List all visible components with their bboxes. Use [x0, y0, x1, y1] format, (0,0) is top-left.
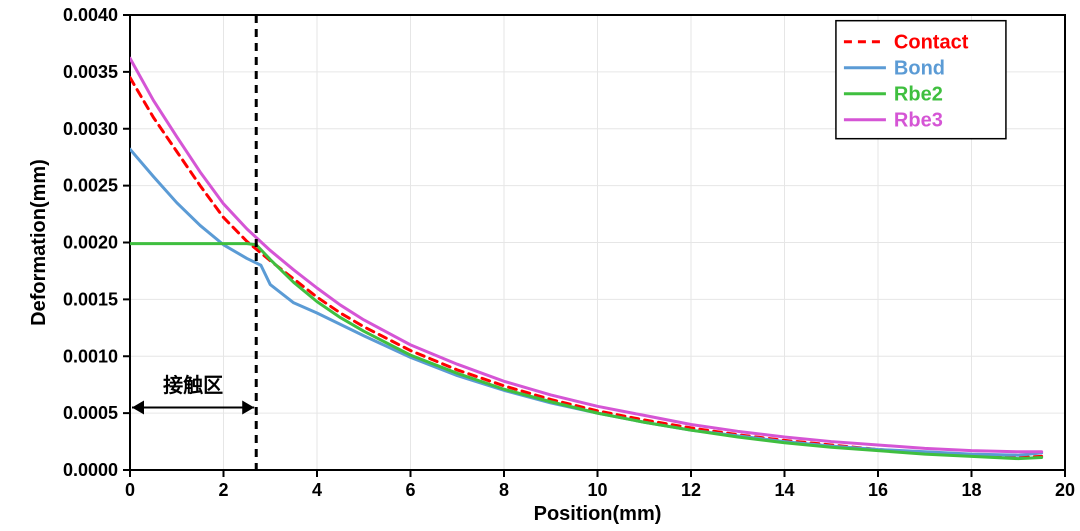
x-tick-label: 18: [961, 480, 981, 500]
y-tick-label: 0.0015: [63, 289, 118, 309]
y-tick-label: 0.0000: [63, 460, 118, 480]
y-tick-label: 0.0030: [63, 119, 118, 139]
y-tick-label: 0.0005: [63, 403, 118, 423]
x-tick-label: 2: [218, 480, 228, 500]
legend-label-rbe2: Rbe2: [894, 84, 943, 106]
x-tick-label: 8: [499, 480, 509, 500]
x-tick-label: 16: [868, 480, 888, 500]
legend-label-rbe3: Rbe3: [894, 110, 943, 132]
y-tick-label: 0.0040: [63, 5, 118, 25]
x-tick-label: 10: [587, 480, 607, 500]
contact-region-label: 接触区: [163, 373, 223, 397]
y-tick-label: 0.0035: [63, 62, 118, 82]
x-tick-label: 20: [1055, 480, 1075, 500]
x-tick-label: 12: [681, 480, 701, 500]
y-tick-label: 0.0025: [63, 176, 118, 196]
x-tick-label: 0: [125, 480, 135, 500]
y-tick-label: 0.0020: [63, 233, 118, 253]
y-axis-label: Deformation(mm): [28, 159, 50, 326]
legend-label-contact: Contact: [894, 32, 969, 54]
chart-svg: 0 2 4 6 8 10 12 14 16 18 20 0.0000 0.0005 0.0010 0.001…: [0, 0, 1080, 531]
x-tick-label: 4: [312, 480, 322, 500]
y-tick-label: 0.0010: [63, 346, 118, 366]
legend-label-bond: Bond: [894, 58, 945, 80]
deformation-chart: 0 2 4 6 8 10 12 14 16 18 20 0.0000 0.0005 0.0010 0.001…: [0, 0, 1080, 531]
x-axis-label: Position(mm): [534, 503, 662, 525]
x-tick-label: 14: [774, 480, 794, 500]
x-tick-label: 6: [405, 480, 415, 500]
